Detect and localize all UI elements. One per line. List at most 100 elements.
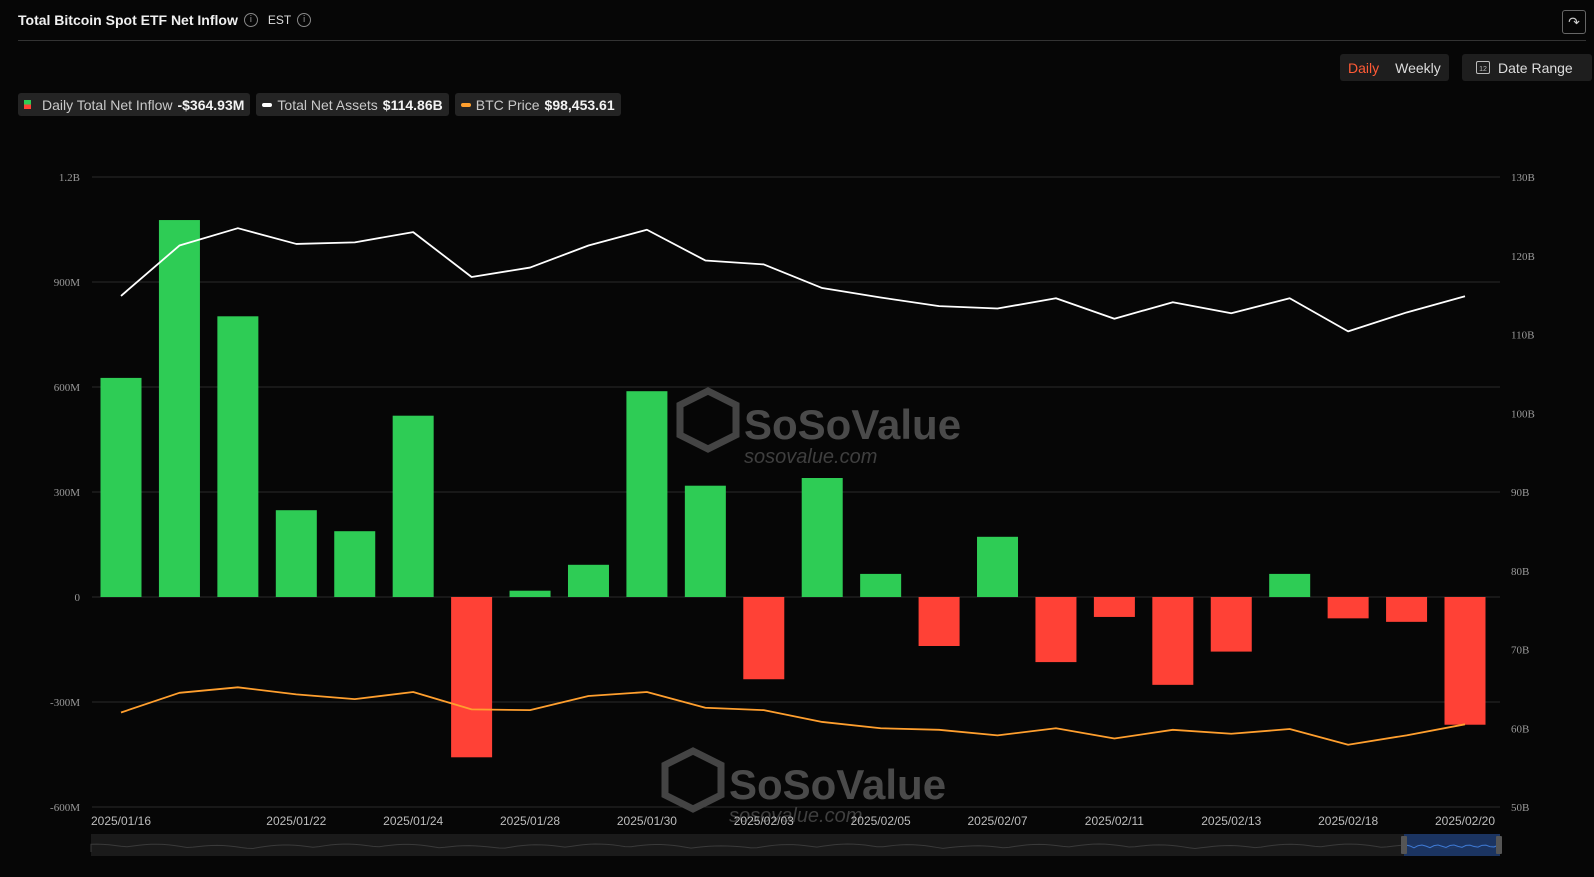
inflow-bar xyxy=(1386,597,1428,622)
info-icon[interactable]: i xyxy=(297,13,312,27)
x-axis: 2025/01/16 2025/01/22 2025/01/24 2025/01/28… xyxy=(91,814,1495,828)
x-tick-label: 2025/02/03 xyxy=(734,814,794,828)
y-left-tick-label: 600M xyxy=(54,382,81,394)
inflow-bar xyxy=(684,485,726,597)
x-tick-label: 2025/01/22 xyxy=(266,814,326,828)
x-tick-label: 2025/02/20 xyxy=(1435,814,1495,828)
y-axis-right: 130B 120B 110B 100B 90B 80B 70B 60B 50B xyxy=(1511,172,1535,814)
inflow-bar xyxy=(275,510,317,597)
watermark-brand: SoSoValue xyxy=(729,761,946,808)
y-left-tick-label: 900M xyxy=(54,277,81,289)
inflow-bar xyxy=(100,377,142,597)
navigator-sparkline xyxy=(90,843,1496,852)
daily-button[interactable]: Daily xyxy=(1348,59,1380,76)
legend-assets[interactable]: Total Net Assets $114.86B xyxy=(256,93,449,116)
y-axis-left: 1.2B 900M 600M 300M 0 -300M -600M xyxy=(50,172,80,814)
y-right-tick-label: 100B xyxy=(1511,408,1535,420)
btc-swatch xyxy=(460,102,471,107)
y-right-tick-label: 80B xyxy=(1511,566,1529,578)
inflow-bar xyxy=(801,478,843,597)
watermarks: SoSoValuesosovalue.comSoSoValuesosovalue… xyxy=(661,387,961,827)
legend-btc-value: $98,453.61 xyxy=(544,96,615,113)
y-left-tick-label: 300M xyxy=(54,487,81,499)
x-tick-label: 2025/02/05 xyxy=(851,814,911,828)
period-toggle: Daily Weekly xyxy=(1340,54,1449,81)
inflow-bar xyxy=(451,597,493,758)
legend-btc[interactable]: BTC Price $98,453.61 xyxy=(454,93,621,116)
btc-price-line xyxy=(120,686,1466,746)
date-range-button[interactable]: 12 Date Range xyxy=(1462,54,1592,81)
watermark-url: sosovalue.com xyxy=(729,805,862,827)
bars xyxy=(100,220,1486,758)
assets-swatch xyxy=(262,102,273,107)
share-icon[interactable]: ↷ xyxy=(1562,10,1586,34)
header-divider xyxy=(18,40,1586,41)
timezone-label: EST xyxy=(267,13,292,27)
y-left-tick-label: -600M xyxy=(50,802,80,814)
inflow-bar xyxy=(626,391,668,597)
y-right-tick-label: 120B xyxy=(1511,251,1535,263)
x-tick-label: 2025/01/30 xyxy=(617,814,677,828)
navigator-right-handle xyxy=(1496,836,1502,854)
info-icon[interactable]: i xyxy=(243,13,258,27)
x-tick-label: 2025/02/11 xyxy=(1085,814,1144,828)
legend-assets-value: $114.86B xyxy=(382,96,443,113)
inflow-bar xyxy=(1093,597,1135,617)
legend-inflow[interactable]: Daily Total Net Inflow -$364.93M xyxy=(18,93,251,116)
weekly-button[interactable]: Weekly xyxy=(1395,59,1441,76)
watermark-brand: SoSoValue xyxy=(744,401,961,448)
chart-legend: Daily Total Net Inflow -$364.93M Total N… xyxy=(18,93,621,116)
y-right-tick-label: 110B xyxy=(1511,330,1534,342)
inflow-bar xyxy=(1444,597,1486,725)
inflow-bar xyxy=(1152,597,1194,685)
range-navigator xyxy=(90,834,1502,856)
total-net-assets-line xyxy=(120,227,1466,333)
inflow-bar xyxy=(1269,573,1311,597)
page-title: Total Bitcoin Spot ETF Net Inflow xyxy=(18,12,238,28)
inflow-bar xyxy=(1327,597,1369,619)
inflow-swatch xyxy=(24,100,31,109)
inflow-bar xyxy=(1035,597,1077,663)
inflow-bar xyxy=(392,415,434,597)
y-left-tick-label: 1.2B xyxy=(59,172,80,184)
y-right-tick-label: 130B xyxy=(1511,172,1535,184)
legend-btc-label: BTC Price xyxy=(475,96,540,113)
inflow-bar xyxy=(918,597,960,646)
watermark-url: sosovalue.com xyxy=(744,446,877,468)
header: Total Bitcoin Spot ETF Net Inflow i EST … xyxy=(18,12,312,28)
x-tick-label: 2025/02/18 xyxy=(1318,814,1378,828)
navigator-left-handle xyxy=(1401,836,1407,854)
grid-lines xyxy=(92,176,1500,808)
y-right-tick-label: 90B xyxy=(1511,487,1529,499)
y-right-tick-label: 70B xyxy=(1511,645,1529,657)
calendar-icon: 12 xyxy=(1476,61,1490,74)
x-tick-label: 2025/02/13 xyxy=(1201,814,1261,828)
legend-assets-label: Total Net Assets xyxy=(277,96,378,113)
inflow-bar xyxy=(1210,597,1252,652)
y-left-tick-label: 0 xyxy=(75,592,81,604)
y-left-tick-label: -300M xyxy=(50,697,80,709)
watermark-icon xyxy=(676,387,740,453)
inflow-bar xyxy=(217,316,259,597)
date-range-label: Date Range xyxy=(1498,59,1573,76)
watermark-icon xyxy=(661,747,725,813)
navigator-selection-sparkline xyxy=(1405,844,1499,850)
x-tick-label: 2025/01/28 xyxy=(500,814,560,828)
y-right-tick-label: 50B xyxy=(1511,802,1529,814)
legend-inflow-label: Daily Total Net Inflow xyxy=(42,96,173,113)
legend-inflow-value: -$364.93M xyxy=(177,96,245,113)
x-tick-label: 2025/02/07 xyxy=(967,814,1027,828)
inflow-bar xyxy=(158,220,200,598)
inflow-bar xyxy=(860,573,902,597)
inflow-bar xyxy=(509,590,551,597)
x-tick-label: 2025/01/16 xyxy=(91,814,151,828)
lines xyxy=(120,227,1466,746)
inflow-bar xyxy=(743,597,785,680)
y-right-tick-label: 60B xyxy=(1511,723,1529,735)
inflow-bar xyxy=(977,536,1019,597)
x-tick-label: 2025/01/24 xyxy=(383,814,443,828)
inflow-bar xyxy=(334,531,376,597)
